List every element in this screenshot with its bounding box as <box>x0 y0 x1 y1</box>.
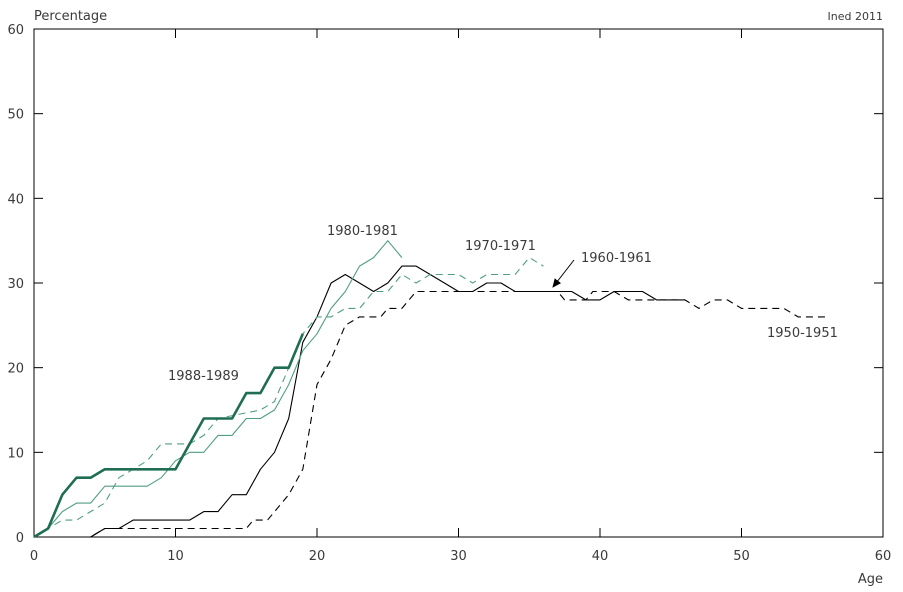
series-line-1970-1971 <box>33 257 544 538</box>
x-tick-label: 30 <box>450 549 467 564</box>
credit-label: Ined 2011 <box>828 10 883 23</box>
x-tick-label: 60 <box>875 549 892 564</box>
x-axis-label: Age <box>858 572 883 587</box>
series-line-1988-1989 <box>33 333 305 539</box>
annotation-1970-1971: 1970-1971 <box>465 239 536 254</box>
y-tick-label: 40 <box>7 192 24 207</box>
y-tick-label: 20 <box>7 362 24 377</box>
x-tick-label: 40 <box>592 549 609 564</box>
annotation-1980-1981: 1980-1981 <box>327 224 398 239</box>
y-axis-label: Percentage <box>34 9 107 24</box>
series-line-1950-1951 <box>34 290 827 538</box>
series-line-1980-1981 <box>33 240 403 538</box>
x-tick-label: 0 <box>30 549 38 564</box>
annotation-1950-1951: 1950-1951 <box>767 326 838 341</box>
y-tick-label: 30 <box>7 277 24 292</box>
annotation-1988-1989: 1988-1989 <box>168 369 239 384</box>
series-line-1960-1961 <box>34 265 685 538</box>
x-tick-label: 20 <box>309 549 326 564</box>
plot-frame <box>33 28 884 538</box>
y-tick-label: 10 <box>7 446 24 461</box>
y-tick-label: 0 <box>16 531 24 546</box>
y-tick-label: 50 <box>7 108 24 123</box>
arrow-1960-1961 <box>552 259 575 288</box>
y-tick-label: 60 <box>7 23 24 38</box>
annotation-1960-1961: 1960-1961 <box>581 251 652 266</box>
x-tick-label: 10 <box>167 549 184 564</box>
x-tick-label: 50 <box>733 549 750 564</box>
